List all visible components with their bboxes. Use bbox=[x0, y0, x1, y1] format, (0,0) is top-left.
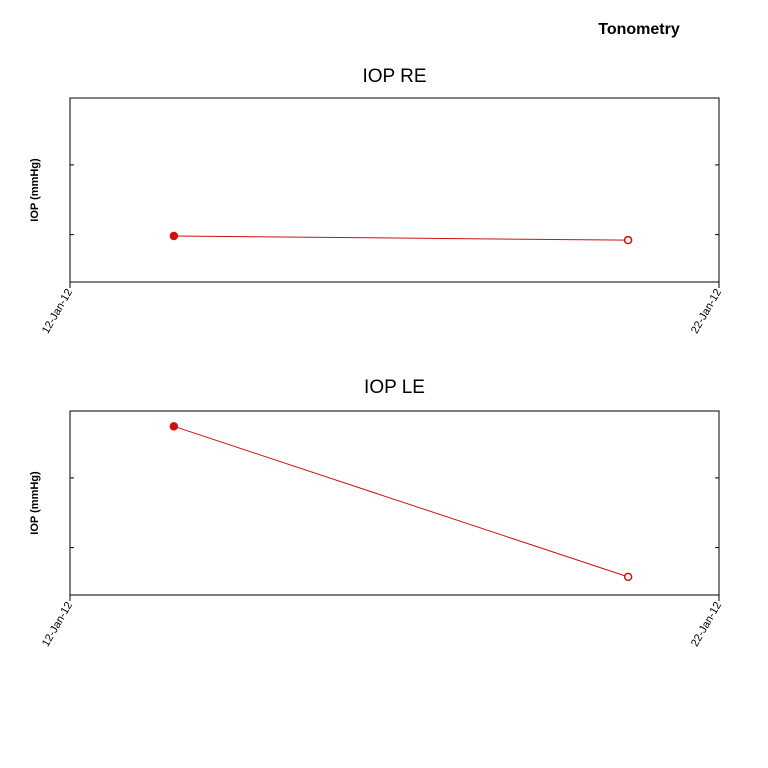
x-tick-label: 22-Jan-12 bbox=[689, 600, 724, 649]
series-line bbox=[173, 235, 629, 241]
y-axis-label: IOP (mmHg) bbox=[29, 471, 41, 535]
data-point bbox=[169, 231, 179, 241]
data-point bbox=[623, 235, 633, 245]
y-axis-label: IOP (mmHg) bbox=[29, 158, 41, 222]
data-point bbox=[169, 422, 179, 431]
chart-title: IOP LE bbox=[364, 377, 425, 398]
x-tick-label: 22-Jan-12 bbox=[689, 287, 724, 336]
x-tick-label: 12-Jan-12 bbox=[40, 600, 75, 649]
chart-title: IOP RE bbox=[362, 66, 426, 87]
plot-frame bbox=[69, 97, 720, 283]
series-line bbox=[173, 425, 629, 578]
data-point bbox=[623, 572, 633, 582]
plot-frame bbox=[69, 410, 720, 596]
page-title: Tonometry bbox=[598, 21, 680, 38]
x-tick-label: 12-Jan-12 bbox=[40, 287, 75, 336]
